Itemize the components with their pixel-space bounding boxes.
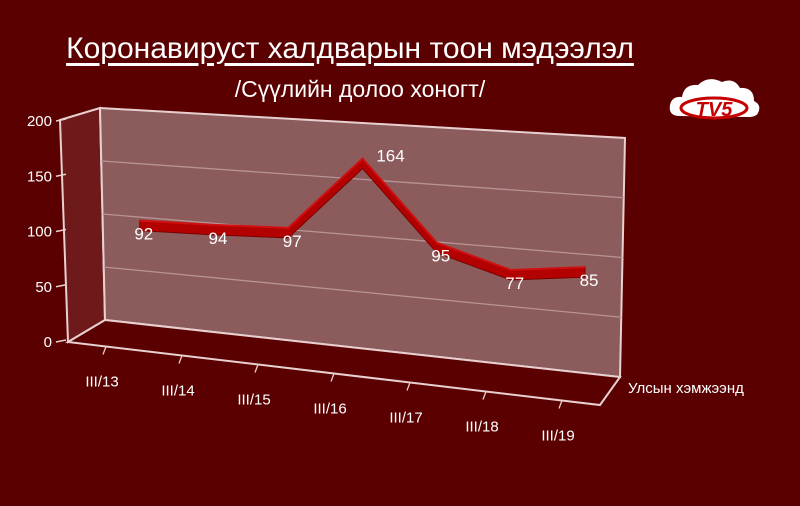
data-label: 85	[580, 271, 599, 290]
y-tick-mark	[55, 228, 67, 233]
chart-title: Коронавируст халдварын тоон мэдээлэл	[66, 32, 634, 65]
x-category-label: III/15	[237, 392, 270, 409]
series-line-top-edge	[139, 157, 586, 272]
x-tick-mark	[406, 382, 411, 391]
x-tick-mark	[254, 364, 259, 373]
data-label: 94	[209, 229, 228, 248]
chart-subtitle: /Сүүлийн долоо хоногт/	[234, 76, 486, 102]
logo-text: TV5	[696, 99, 734, 121]
tv5-logo: TV5	[669, 79, 760, 121]
x-category-label: III/13	[85, 374, 118, 391]
x-category-label: III/18	[465, 419, 498, 436]
y-tick-mark	[55, 173, 67, 177]
y-tick-label: 100	[27, 224, 52, 241]
data-label: 97	[283, 232, 302, 251]
y-tick-label: 0	[44, 334, 52, 351]
x-category-label: III/19	[541, 428, 574, 445]
gridline	[101, 160, 624, 199]
x-tick-mark	[482, 391, 487, 400]
y-tick-mark	[55, 118, 67, 122]
data-label: 95	[431, 247, 450, 266]
gridline	[102, 213, 623, 259]
x-category-label: III/17	[389, 410, 422, 427]
x-tick-mark	[330, 373, 335, 382]
x-tick-mark	[102, 346, 107, 355]
y-tick-label: 50	[35, 279, 52, 296]
x-category-label: III/14	[161, 383, 194, 400]
y-tick-label: 150	[27, 168, 52, 185]
x-category-label: III/16	[313, 401, 346, 418]
y-tick-label: 200	[27, 113, 52, 130]
plot-side-wall	[58, 106, 107, 344]
legend-series-name: Улсын хэмжээнд	[628, 380, 744, 397]
x-tick-mark	[558, 400, 563, 409]
y-tick-mark	[55, 284, 67, 288]
data-label: 77	[505, 274, 524, 293]
data-label: 164	[376, 147, 404, 166]
gridline	[103, 266, 622, 318]
plot-floor	[64, 318, 622, 407]
data-label: 92	[134, 225, 153, 244]
x-tick-mark	[178, 355, 183, 364]
y-tick-mark	[55, 339, 67, 343]
